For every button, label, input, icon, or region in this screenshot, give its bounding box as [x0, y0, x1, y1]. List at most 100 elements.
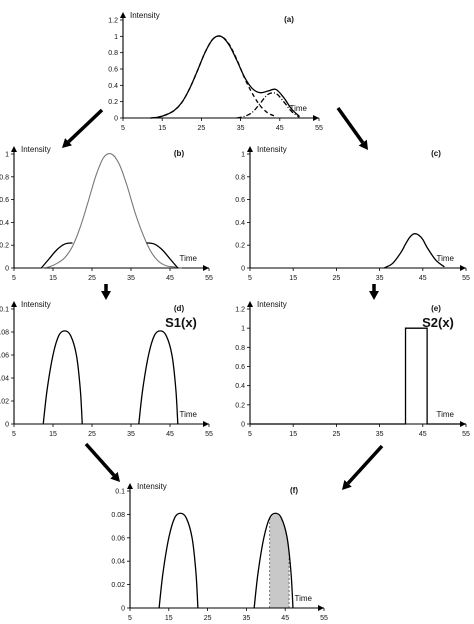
series-f-1	[253, 512, 294, 609]
series-b-2	[146, 242, 179, 269]
panel-label: (f)	[290, 486, 298, 495]
y-axis-arrowhead	[127, 483, 133, 489]
y-tick-label: 1.2	[108, 18, 118, 25]
y-tick-label: 0.02	[0, 399, 9, 406]
x-axis-arrowhead	[313, 115, 319, 121]
panel-f: 5 15 25 35 45 55 0 0.02 0.04 0.06 0.08 0.1 Time Inten…	[111, 482, 328, 622]
arrow-d-to-f	[84, 442, 120, 482]
y-tick-label: 1	[241, 152, 245, 159]
series-f-0	[158, 512, 199, 609]
x-tick-label: 55	[320, 615, 328, 622]
y-tick-label: 0.8	[235, 174, 245, 181]
series-d-1	[138, 330, 179, 425]
panel-a: 5 15 25 35 45 55 0 0.2 0.4 0.6 0.8 1 1.2 Time Intensit…	[108, 11, 323, 132]
x-tick-label: 35	[237, 125, 245, 132]
y-tick-label: 1	[5, 152, 9, 159]
x-tick-label: 15	[158, 125, 166, 132]
y-tick-label: 0.06	[0, 353, 9, 360]
x-tick-label: 45	[276, 125, 284, 132]
x-tick-label: 25	[88, 431, 96, 438]
x-tick-label: 45	[166, 431, 174, 438]
x-tick-label: 55	[205, 431, 213, 438]
x-axis-arrowhead	[203, 421, 209, 427]
y-tick-label: 0.8	[0, 174, 9, 181]
panel-c: 5 15 25 35 45 55 0 0.2 0.4 0.6 0.8 1 Time Intensity (c…	[235, 145, 470, 282]
y-axis-label: Intensity	[137, 482, 167, 491]
y-tick-label: 0.1	[115, 489, 125, 496]
x-axis-arrowhead	[203, 265, 209, 271]
y-tick-label: 0.2	[235, 402, 245, 409]
shaded-overlap-area	[269, 513, 290, 608]
x-axis-label: Time	[295, 594, 313, 603]
x-tick-label: 5	[248, 275, 252, 282]
y-tick-label: 0.04	[111, 559, 125, 566]
panel-e: 5 15 25 35 45 55 0 0.2 0.4 0.6 0.8 1 1.2 Time Intensit…	[235, 300, 470, 438]
x-tick-label: 35	[243, 615, 251, 622]
y-tick-label: 0.4	[0, 220, 9, 227]
arrow-e-to-f	[342, 444, 384, 490]
y-axis-label: Intensity	[21, 300, 51, 309]
y-tick-label: 0	[5, 266, 9, 273]
y-axis-arrowhead	[11, 146, 17, 152]
series-b-0	[41, 152, 182, 269]
arrow-a-to-b	[62, 108, 104, 148]
series-a-0	[150, 35, 300, 119]
y-tick-label: 0.8	[108, 50, 118, 57]
panel-label: (a)	[284, 15, 294, 24]
y-tick-label: 0.08	[0, 330, 9, 337]
series-c-0	[383, 233, 445, 269]
y-tick-label: 0.02	[111, 582, 125, 589]
x-axis-arrowhead	[318, 605, 324, 611]
y-tick-label: 1	[241, 326, 245, 333]
y-axis-arrowhead	[247, 146, 253, 152]
x-tick-label: 15	[49, 431, 57, 438]
x-axis-arrowhead	[460, 265, 466, 271]
x-tick-label: 5	[12, 275, 16, 282]
y-tick-label: 0.6	[235, 197, 245, 204]
x-tick-label: 25	[333, 275, 341, 282]
x-tick-label: 55	[205, 275, 213, 282]
y-tick-label: 0	[241, 266, 245, 273]
y-tick-label: 1.2	[235, 307, 245, 314]
series-e-0	[250, 327, 466, 425]
x-tick-label: 35	[376, 431, 384, 438]
panel-label: (d)	[174, 304, 185, 313]
arrow-a-to-c	[336, 106, 368, 150]
x-tick-label: 15	[289, 431, 297, 438]
x-tick-label: 45	[166, 275, 174, 282]
series-label: S1(x)	[165, 315, 197, 330]
y-axis-label: Intensity	[21, 145, 51, 154]
y-tick-label: 0.08	[111, 512, 125, 519]
panel-label: (e)	[431, 304, 441, 313]
arrow-b-to-d	[101, 284, 111, 300]
y-axis-arrowhead	[120, 12, 126, 18]
x-axis-label: Time	[180, 410, 198, 419]
y-axis-arrowhead	[247, 301, 253, 307]
y-axis-label: Intensity	[257, 145, 287, 154]
x-axis-label: Time	[180, 254, 198, 263]
x-tick-label: 15	[49, 275, 57, 282]
y-tick-label: 0	[5, 422, 9, 429]
panels-layer: 5 15 25 35 45 5500.20.40.60.811.2TimeIntensit…	[0, 11, 470, 622]
x-tick-label: 55	[462, 431, 470, 438]
y-tick-label: 0	[114, 116, 118, 123]
x-axis-label: Time	[437, 410, 455, 419]
x-tick-label: 15	[289, 275, 297, 282]
x-tick-label: 55	[315, 125, 323, 132]
series-a-2	[236, 92, 300, 119]
y-tick-label: 0.6	[0, 197, 9, 204]
y-tick-label: 0.06	[111, 535, 125, 542]
panel-label: (b)	[174, 149, 185, 158]
x-tick-label: 25	[88, 275, 96, 282]
y-tick-label: 0.6	[235, 364, 245, 371]
panel-d: 5 15 25 35 45 55 0 0.02 0.04 0.06 0.08 0.1 Time Inten…	[0, 300, 213, 438]
series-a-1	[150, 35, 277, 119]
x-tick-label: 5	[128, 615, 132, 622]
y-tick-label: 0.1	[0, 307, 9, 314]
x-tick-label: 25	[204, 615, 212, 622]
y-tick-label: 0.6	[108, 67, 118, 74]
x-tick-label: 25	[198, 125, 206, 132]
series-d-0	[42, 330, 83, 425]
y-tick-label: 0.2	[235, 243, 245, 250]
